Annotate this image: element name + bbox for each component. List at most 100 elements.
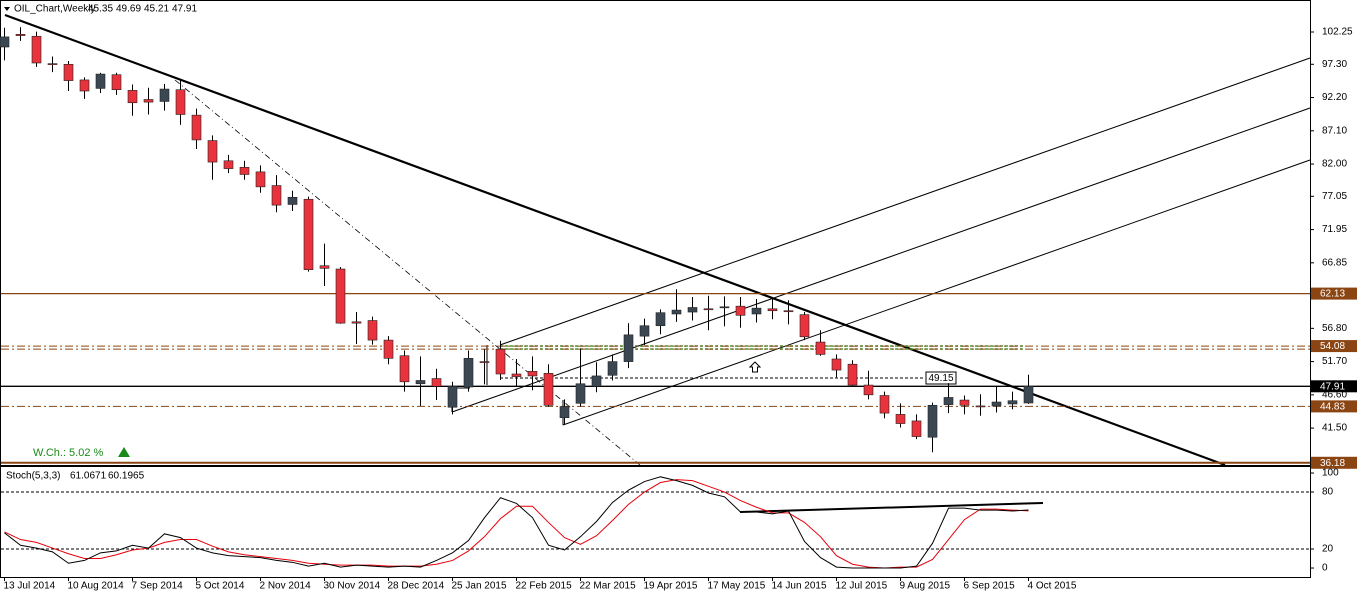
y-tick-label: 102.25	[1322, 27, 1353, 38]
chart-title: OIL_Chart,Weekly	[14, 4, 96, 15]
stoch-main-value: 61.0671	[70, 471, 107, 482]
candle-body	[191, 114, 202, 141]
y-tick-label: 71.95	[1322, 224, 1347, 235]
candle-body	[991, 401, 1002, 407]
candle-body	[895, 414, 906, 424]
candle-body	[15, 33, 26, 36]
candle-body	[607, 361, 618, 376]
candle-body	[0, 36, 10, 48]
candle-body	[431, 378, 442, 387]
ohlc-open: 45.35	[88, 4, 113, 15]
y-tick-label: 80	[1322, 487, 1334, 498]
channel-line	[499, 57, 1311, 346]
candle-body	[383, 339, 394, 359]
candle-body	[271, 185, 282, 206]
x-tick-label: 14 Jun 2015	[772, 581, 827, 592]
y-tick-label: 41.50	[1322, 423, 1347, 434]
level-label: 62.13	[1320, 289, 1345, 300]
x-tick-label: 2 Nov 2014	[260, 581, 312, 592]
candle-body	[783, 310, 794, 313]
candle-body	[639, 325, 650, 337]
candle-body	[911, 420, 922, 437]
ohlc-low: 45.21	[144, 4, 169, 15]
x-tick-label: 30 Nov 2014	[324, 581, 381, 592]
weekly-change: W.Ch.: 5.02 %	[33, 447, 104, 459]
y-tick-label: 97.30	[1322, 59, 1347, 70]
up-triangle	[118, 447, 130, 457]
candle-body	[671, 309, 682, 315]
candle-body	[303, 198, 314, 270]
candle-body	[655, 312, 666, 327]
menu-arrow	[4, 7, 10, 11]
candle-body	[943, 397, 954, 405]
channel-line	[451, 107, 1311, 413]
stoch-line	[4, 479, 1029, 569]
candle-body	[335, 268, 346, 324]
x-tick-label: 22 Mar 2015	[580, 581, 637, 592]
candle-body	[1007, 400, 1018, 405]
candle-body	[687, 307, 698, 313]
candle-body	[367, 320, 378, 341]
y-tick-label: 100	[1322, 468, 1339, 479]
x-tick-label: 4 Oct 2015	[1028, 581, 1077, 592]
candle-body	[527, 371, 538, 377]
x-tick-label: 28 Dec 2014	[388, 581, 445, 592]
candle-body	[127, 90, 138, 104]
y-tick-label: 92.20	[1322, 92, 1347, 103]
candle-body	[399, 355, 410, 383]
candle-body	[495, 348, 506, 375]
candle-body	[31, 35, 42, 64]
candle-body	[863, 384, 874, 396]
y-tick-label: 82.00	[1322, 159, 1347, 170]
trend-line	[4, 13, 1226, 467]
x-tick-label: 22 Feb 2015	[516, 581, 573, 592]
x-tick-label: 5 Oct 2014	[196, 581, 245, 592]
candle-body	[159, 88, 170, 102]
x-tick-label: 7 Sep 2014	[132, 581, 184, 592]
level-label-box	[1311, 400, 1357, 413]
candle-body	[927, 404, 938, 438]
x-tick-label: 12 Jul 2015	[836, 581, 888, 592]
candle-body	[255, 171, 266, 188]
candle-body	[847, 363, 858, 386]
price-label: 49.15	[928, 373, 953, 384]
level-label: 47.91	[1320, 381, 1345, 392]
y-tick-label: 66.85	[1322, 257, 1347, 268]
level-label-box	[1311, 380, 1357, 393]
candle-body	[767, 308, 778, 312]
candle-body	[831, 358, 842, 371]
stoch-title: Stoch(5,3,3)	[6, 471, 60, 482]
candle-body	[175, 89, 186, 115]
y-tick-label: 0	[1322, 563, 1328, 574]
candle-body	[79, 79, 90, 92]
candle-body	[703, 308, 714, 311]
candle-body	[719, 306, 730, 309]
candle-body	[351, 321, 362, 324]
candle-body	[559, 406, 570, 418]
x-tick-label: 25 Jan 2015	[452, 581, 507, 592]
arrow-up	[748, 361, 762, 373]
candle-body	[287, 196, 298, 205]
level-label-box	[1311, 340, 1357, 353]
y-tick-label: 77.05	[1322, 191, 1347, 202]
candle-body	[575, 383, 586, 404]
x-tick-label: 9 Aug 2015	[900, 581, 951, 592]
price-label-box	[925, 371, 957, 385]
candle-body	[735, 305, 746, 316]
level-label: 44.83	[1320, 402, 1345, 413]
candle-body	[319, 265, 330, 269]
candle-body	[751, 307, 762, 315]
candle-body	[975, 405, 986, 408]
x-tick-label: 10 Aug 2014	[68, 581, 125, 592]
candle-body	[143, 99, 154, 103]
y-tick-label: 20	[1322, 544, 1334, 555]
x-tick-label: 13 Jul 2014	[4, 581, 56, 592]
channel-line	[562, 159, 1311, 426]
candle-body	[447, 386, 458, 408]
level-label: 36.18	[1320, 458, 1345, 469]
candle-body	[95, 73, 106, 89]
candle-body	[623, 334, 634, 362]
candle-body	[799, 314, 810, 338]
